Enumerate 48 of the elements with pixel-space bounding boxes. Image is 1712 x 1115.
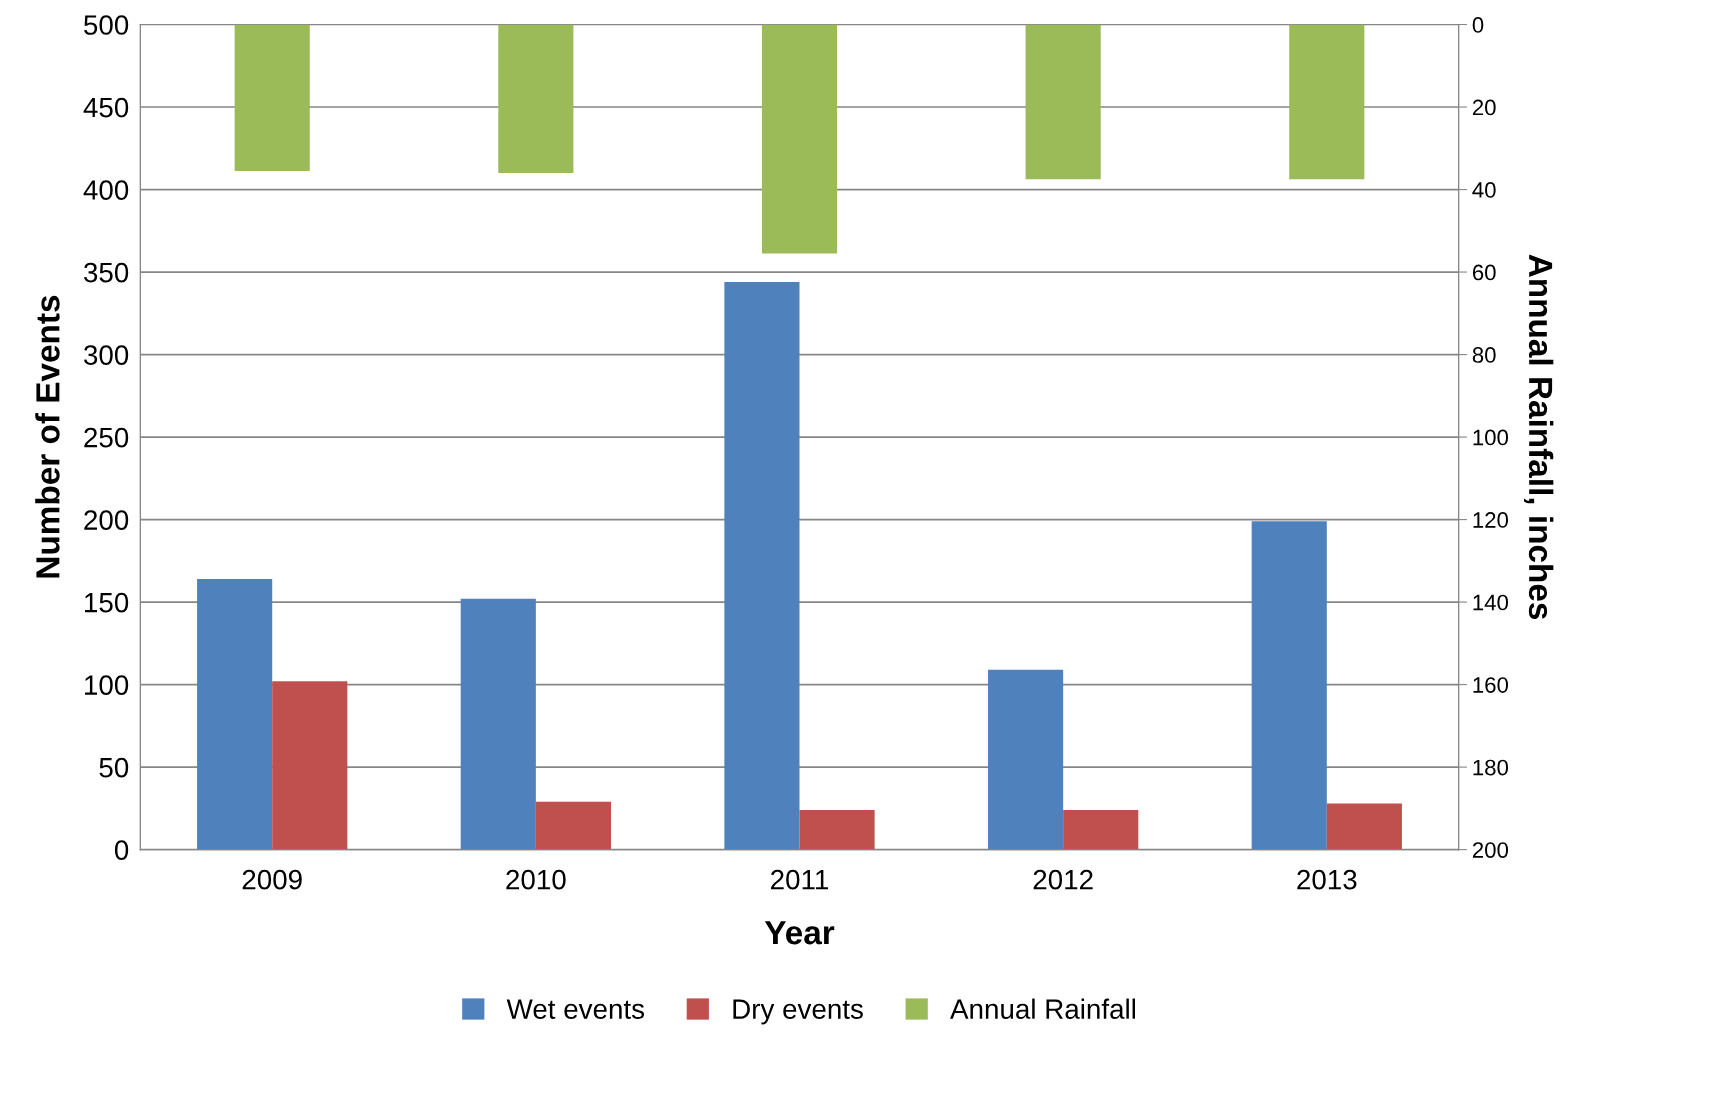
bar [1289, 24, 1365, 180]
y2-tick-label: 80 [1472, 347, 1496, 363]
y2-axis-title: Annual Rainfall, inches [1524, 254, 1554, 620]
x-tick-label: 2013 [1297, 869, 1357, 890]
x-axis-title: Year [764, 921, 835, 945]
legend-label: Annual Rainfall [950, 998, 1136, 1019]
y2-tick-label: 100 [1473, 429, 1509, 446]
y2-tick-label: 60 [1472, 264, 1496, 281]
y2-tick-label: 160 [1473, 677, 1509, 693]
y-tick-label: 400 [83, 180, 129, 200]
bar [1063, 810, 1139, 850]
y-tick-label: 250 [84, 427, 129, 448]
y2-tick-label: 0 [1472, 17, 1484, 33]
bar [799, 810, 875, 850]
x-tick-label: 2011 [771, 869, 829, 890]
x-tick-label: 2009 [242, 869, 302, 890]
bar [197, 579, 273, 850]
y-axis-title: Number of Events [35, 295, 60, 578]
bar [988, 669, 1064, 850]
y-tick-label: 450 [83, 97, 129, 118]
y2-tick-label: 140 [1473, 594, 1509, 611]
y2-tick-label: 180 [1473, 759, 1509, 776]
y-tick-label: 150 [85, 592, 129, 613]
x-tick-label: 2010 [506, 869, 566, 890]
legend-label: Wet events [506, 999, 645, 1019]
y-tick-label: 100 [85, 675, 129, 695]
bar [535, 801, 611, 850]
y-tick-label: 500 [84, 15, 129, 35]
bar [761, 24, 838, 254]
y-tick-label: 0 [114, 840, 129, 860]
bar [498, 24, 574, 174]
bar [460, 598, 536, 850]
y2-tick-label: 200 [1472, 842, 1509, 858]
y-tick-label: 350 [83, 262, 129, 283]
bar [1025, 24, 1101, 180]
y-tick-label: 300 [83, 345, 129, 365]
bar [234, 24, 310, 171]
x-tick-label: 2012 [1033, 869, 1093, 890]
y2-tick-label: 120 [1473, 512, 1509, 528]
y2-tick-label: 40 [1472, 182, 1496, 198]
bar [272, 681, 348, 850]
y-tick-label: 200 [84, 510, 129, 530]
bar [1251, 521, 1327, 850]
bar [1326, 803, 1402, 850]
bar [724, 281, 800, 850]
y-tick-label: 50 [99, 757, 129, 778]
y2-tick-label: 20 [1472, 99, 1496, 116]
legend-label: Dry events [733, 999, 863, 1025]
